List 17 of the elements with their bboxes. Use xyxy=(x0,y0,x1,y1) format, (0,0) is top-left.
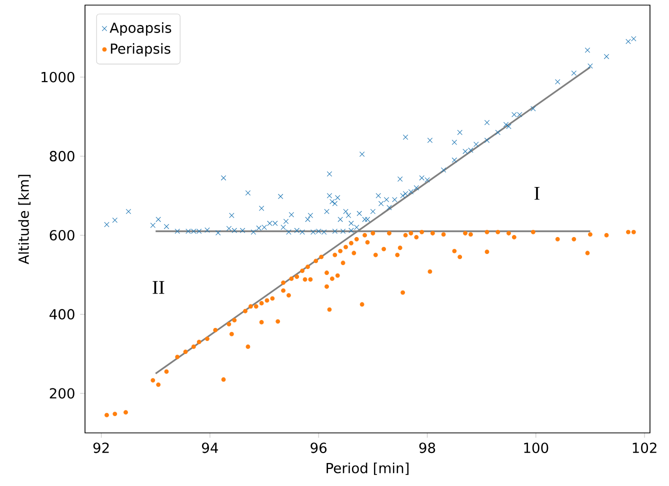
y-axis-title: Altitude [km] xyxy=(18,174,31,264)
annotation: I xyxy=(534,187,540,200)
x-tick-label: 100 xyxy=(524,442,548,454)
y-tick-label: 800 xyxy=(50,150,74,162)
legend-label: Apoapsis xyxy=(110,22,172,36)
legend-label: Periapsis xyxy=(110,43,170,57)
y-tick-label: 400 xyxy=(50,309,74,320)
x-tick-label: 102 xyxy=(632,442,656,454)
annotation: II xyxy=(152,281,164,294)
y-tick-label: 600 xyxy=(50,230,74,240)
x-axis-title: Period [min] xyxy=(326,462,409,475)
y-tick-label: 1000 xyxy=(42,72,74,82)
x-tick-label: 94 xyxy=(202,442,218,454)
x-tick-label: 92 xyxy=(93,442,109,454)
y-tick-label: 200 xyxy=(50,388,74,399)
x-tick-label: 98 xyxy=(419,442,436,454)
x-tick-label: 96 xyxy=(310,442,327,454)
